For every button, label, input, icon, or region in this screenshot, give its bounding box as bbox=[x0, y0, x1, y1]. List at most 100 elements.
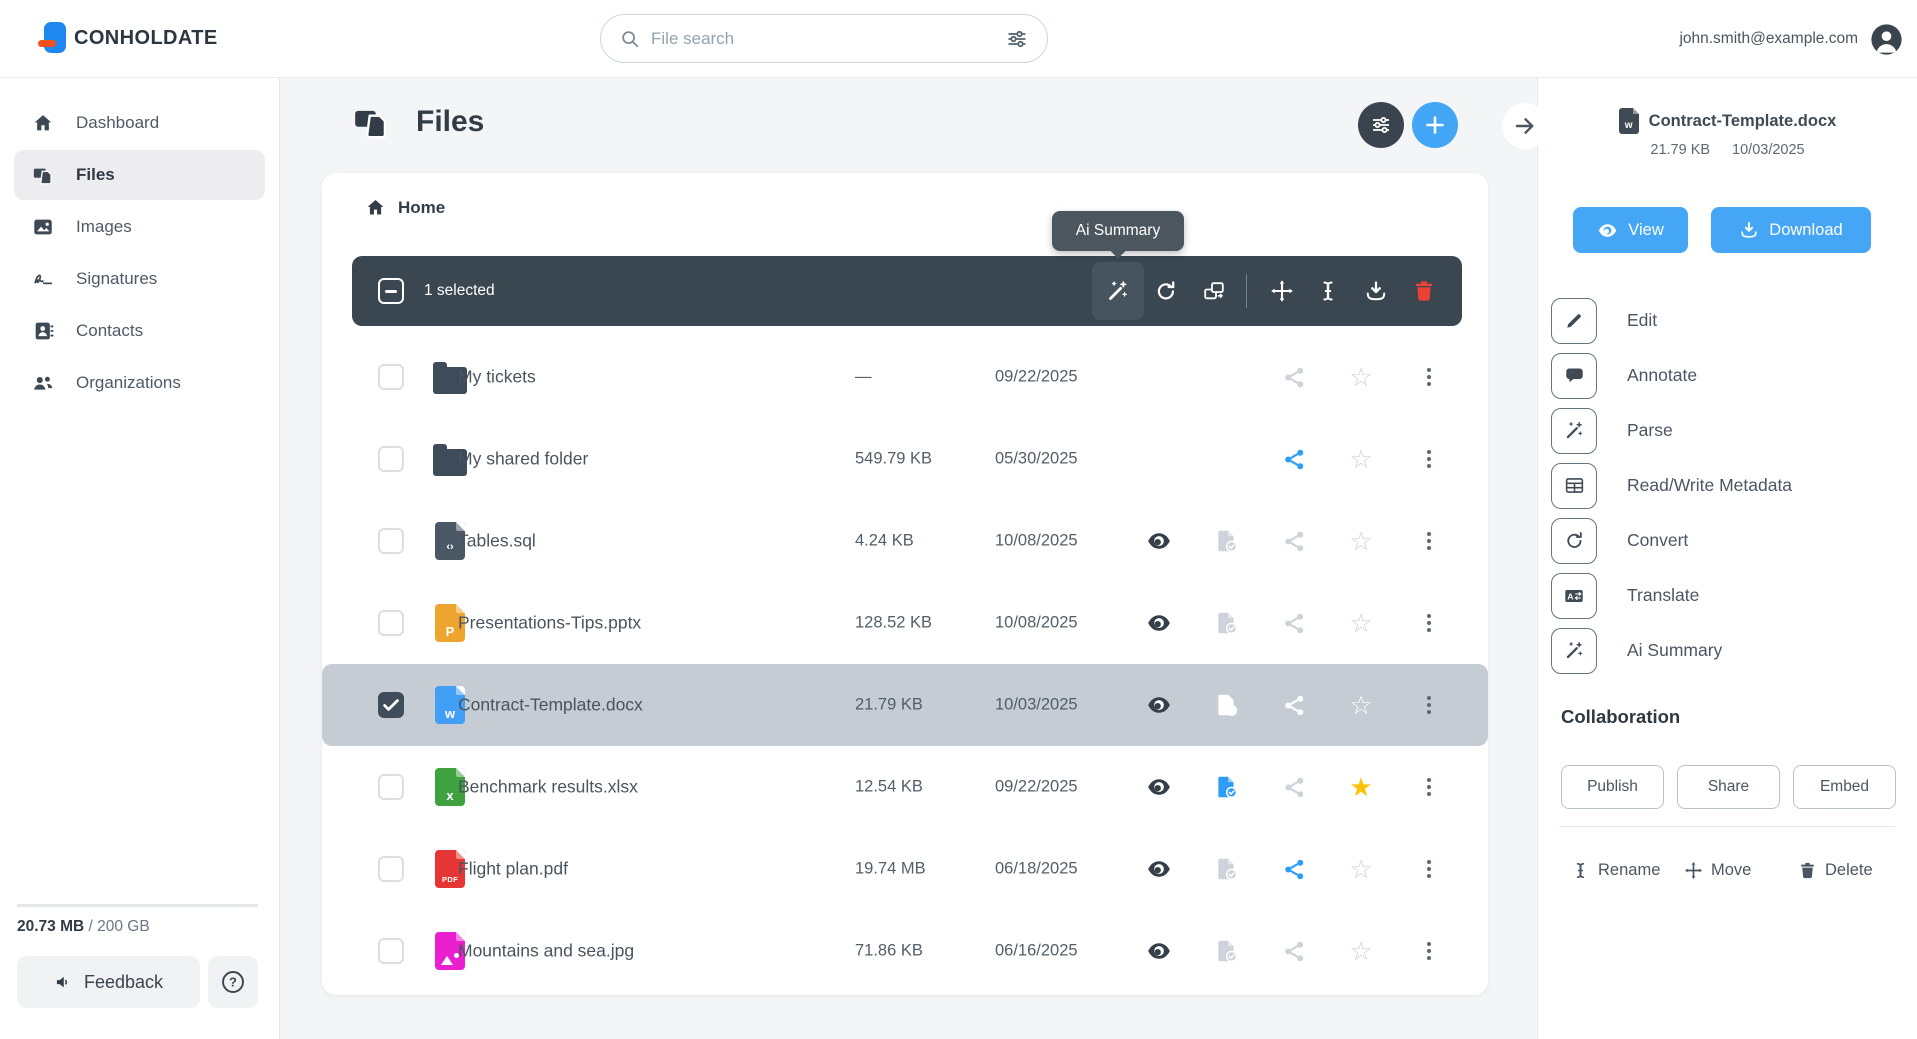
file-name: My shared folder bbox=[458, 448, 589, 469]
document-check-icon[interactable] bbox=[1213, 527, 1241, 555]
sidebar-item-images[interactable]: Images bbox=[14, 202, 265, 252]
publish-button[interactable]: Publish bbox=[1561, 765, 1664, 809]
table-row[interactable]: PDF Flight plan.pdf 19.74 MB 06/18/2025 … bbox=[322, 828, 1488, 910]
embed-button[interactable]: Embed bbox=[1793, 765, 1896, 809]
action-annotate[interactable]: Annotate bbox=[1551, 348, 1907, 403]
file-search-bar[interactable] bbox=[600, 14, 1048, 63]
action-convert[interactable]: Convert bbox=[1551, 513, 1907, 568]
add-new-button[interactable] bbox=[1412, 102, 1458, 148]
row-checkbox[interactable] bbox=[378, 364, 404, 390]
document-check-icon[interactable] bbox=[1213, 691, 1241, 719]
refresh-icon bbox=[1551, 517, 1597, 564]
kebab-menu-icon[interactable] bbox=[1415, 691, 1443, 719]
file-name: Presentations-Tips.pptx bbox=[458, 612, 642, 633]
table-row[interactable]: Mountains and sea.jpg 71.86 KB 06/16/202… bbox=[322, 910, 1488, 992]
delete-button[interactable]: Delete bbox=[1798, 850, 1873, 890]
view-settings-button[interactable] bbox=[1358, 102, 1404, 148]
row-checkbox[interactable] bbox=[378, 610, 404, 636]
table-row[interactable]: P Presentations-Tips.pptx 128.52 KB 10/0… bbox=[322, 582, 1488, 664]
star-icon[interactable]: ☆★ bbox=[1349, 854, 1373, 884]
user-avatar[interactable] bbox=[1870, 23, 1903, 56]
table-row[interactable]: w Contract-Template.docx 21.79 KB 10/03/… bbox=[322, 664, 1488, 746]
star-icon[interactable]: ☆★ bbox=[1349, 936, 1373, 966]
merge-icon[interactable] bbox=[1202, 279, 1226, 303]
document-check-icon[interactable] bbox=[1213, 773, 1241, 801]
ai-summary-wand-icon[interactable] bbox=[1106, 279, 1130, 303]
star-icon[interactable]: ☆★ bbox=[1349, 444, 1373, 474]
kebab-menu-icon[interactable] bbox=[1415, 527, 1443, 555]
action-translate[interactable]: A Translate bbox=[1551, 568, 1907, 623]
table-row[interactable]: My tickets — 09/22/2025 ☆★ bbox=[322, 336, 1488, 418]
star-icon[interactable]: ☆★ bbox=[1349, 608, 1373, 638]
sidebar-nav: Dashboard Files Images Signatures Contac… bbox=[0, 96, 279, 410]
download-button[interactable]: Download bbox=[1711, 207, 1871, 253]
sidebar-item-signatures[interactable]: Signatures bbox=[14, 254, 265, 304]
sidebar-item-files[interactable]: Files bbox=[14, 150, 265, 200]
document-check-icon[interactable] bbox=[1213, 855, 1241, 883]
breadcrumb-home[interactable]: Home bbox=[365, 197, 445, 218]
rename-button[interactable]: Rename bbox=[1571, 850, 1660, 890]
magic-wand-icon bbox=[1551, 407, 1597, 454]
move-button[interactable]: Move bbox=[1684, 850, 1751, 890]
row-checkbox[interactable] bbox=[378, 774, 404, 800]
action-read-write-metadata[interactable]: Read/Write Metadata bbox=[1551, 458, 1907, 513]
share-icon[interactable] bbox=[1280, 773, 1308, 801]
move-icon[interactable] bbox=[1270, 279, 1294, 303]
row-checkbox[interactable] bbox=[378, 528, 404, 554]
row-checkbox[interactable] bbox=[378, 938, 404, 964]
row-checkbox[interactable] bbox=[378, 856, 404, 882]
star-icon[interactable]: ☆★ bbox=[1349, 526, 1373, 556]
preview-eye-icon[interactable] bbox=[1145, 855, 1173, 883]
sidebar-item-organizations[interactable]: Organizations bbox=[14, 358, 265, 408]
share-icon[interactable] bbox=[1280, 691, 1308, 719]
docx-file-icon: w bbox=[1618, 108, 1639, 134]
star-icon[interactable]: ☆★ bbox=[1349, 772, 1373, 802]
kebab-menu-icon[interactable] bbox=[1415, 609, 1443, 637]
kebab-menu-icon[interactable] bbox=[1415, 937, 1443, 965]
share-icon[interactable] bbox=[1280, 527, 1308, 555]
kebab-menu-icon[interactable] bbox=[1415, 363, 1443, 391]
share-icon[interactable] bbox=[1280, 855, 1308, 883]
action-edit[interactable]: Edit bbox=[1551, 293, 1907, 348]
select-all-checkbox[interactable] bbox=[378, 278, 404, 304]
share-icon[interactable] bbox=[1280, 609, 1308, 637]
sidebar-item-dashboard[interactable]: Dashboard bbox=[14, 98, 265, 148]
share-button[interactable]: Share bbox=[1677, 765, 1780, 809]
kebab-menu-icon[interactable] bbox=[1415, 855, 1443, 883]
delete-trash-icon[interactable] bbox=[1412, 279, 1436, 303]
sidebar-item-contacts[interactable]: Contacts bbox=[14, 306, 265, 356]
preview-eye-icon[interactable] bbox=[1145, 609, 1173, 637]
share-icon[interactable] bbox=[1280, 937, 1308, 965]
view-button[interactable]: View bbox=[1573, 207, 1688, 253]
download-icon[interactable] bbox=[1364, 279, 1388, 303]
preview-eye-icon[interactable] bbox=[1145, 937, 1173, 965]
convert-refresh-icon[interactable] bbox=[1154, 279, 1178, 303]
brand-logo[interactable]: CONHOLDATE bbox=[38, 22, 218, 54]
rename-ibeam-icon bbox=[1571, 861, 1590, 880]
table-row[interactable]: ‹› Tables.sql 4.24 KB 10/08/2025 ☆★ bbox=[322, 500, 1488, 582]
kebab-menu-icon[interactable] bbox=[1415, 445, 1443, 473]
search-filters-icon[interactable] bbox=[1005, 27, 1029, 51]
share-icon[interactable] bbox=[1280, 445, 1308, 473]
search-input[interactable] bbox=[651, 28, 995, 49]
table-row[interactable]: x Benchmark results.xlsx 12.54 KB 09/22/… bbox=[322, 746, 1488, 828]
file-date: 06/16/2025 bbox=[995, 941, 1078, 960]
row-checkbox[interactable] bbox=[378, 446, 404, 472]
help-button[interactable]: ? bbox=[208, 956, 258, 1008]
action-ai-summary[interactable]: Ai Summary bbox=[1551, 623, 1907, 678]
star-icon[interactable]: ☆★ bbox=[1349, 690, 1373, 720]
rename-ibeam-icon[interactable] bbox=[1316, 279, 1340, 303]
table-row[interactable]: My shared folder 549.79 KB 05/30/2025 ☆★ bbox=[322, 418, 1488, 500]
preview-eye-icon[interactable] bbox=[1145, 527, 1173, 555]
preview-eye-icon[interactable] bbox=[1145, 691, 1173, 719]
feedback-button[interactable]: Feedback bbox=[17, 956, 200, 1008]
star-icon[interactable]: ☆★ bbox=[1349, 362, 1373, 392]
preview-eye-icon[interactable] bbox=[1145, 773, 1173, 801]
action-parse[interactable]: Parse bbox=[1551, 403, 1907, 458]
document-check-icon[interactable] bbox=[1213, 937, 1241, 965]
document-check-icon[interactable] bbox=[1213, 609, 1241, 637]
kebab-menu-icon[interactable] bbox=[1415, 773, 1443, 801]
collapse-panel-button[interactable] bbox=[1502, 103, 1548, 149]
row-checkbox[interactable] bbox=[378, 692, 404, 718]
share-icon[interactable] bbox=[1280, 363, 1308, 391]
